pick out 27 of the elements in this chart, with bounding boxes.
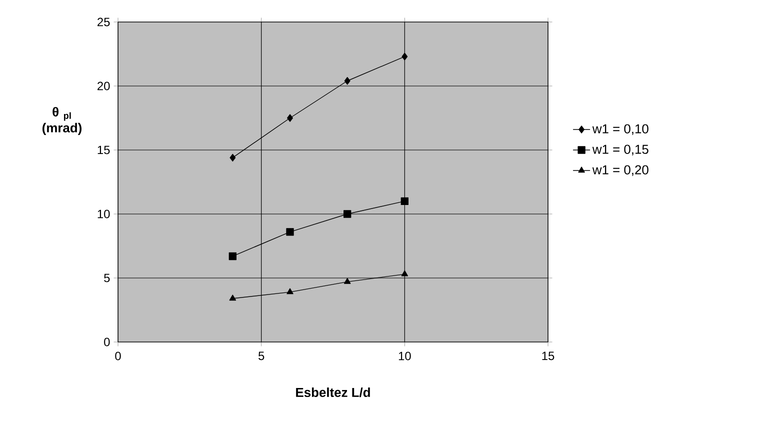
point: [287, 114, 293, 122]
x-tick-label: 15: [542, 352, 554, 360]
y-tick-label: 10: [98, 210, 110, 218]
point: [402, 52, 408, 60]
y-tick-label: 15: [98, 146, 110, 154]
point: [344, 278, 351, 284]
y-tick-label: 25: [98, 18, 110, 26]
legend-label: w1 = 0,15: [592, 144, 648, 156]
x-tick-label: 0: [115, 352, 121, 360]
y-tick-label: 20: [98, 82, 110, 90]
y-tick-label: 5: [104, 274, 110, 282]
point: [230, 154, 236, 162]
y-tick-label: 0: [104, 338, 110, 346]
point: [286, 288, 294, 294]
legend-label: w1 = 0,10: [592, 124, 648, 135]
point: [228, 252, 237, 260]
point: [344, 77, 350, 85]
point: [344, 210, 352, 218]
x-tick-label: 5: [258, 352, 264, 360]
point: [400, 197, 409, 206]
point: [286, 228, 294, 236]
x-tick-label: 10: [398, 352, 411, 360]
point: [229, 294, 236, 301]
point: [401, 270, 408, 276]
legend-label: w1 = 0,20: [592, 165, 648, 176]
y-axis-title: θ $_{pl}$ (mrad): [42, 106, 82, 135]
x-axis-title: Esbeltez L/d: [296, 388, 370, 398]
